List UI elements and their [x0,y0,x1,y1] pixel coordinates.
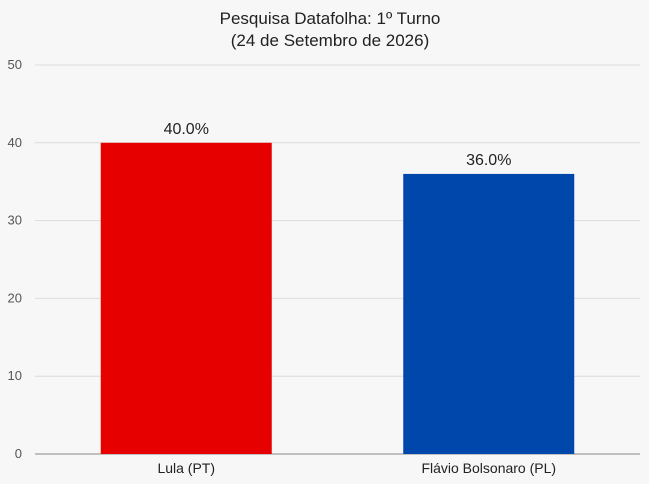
bar-1 [403,173,575,455]
y-tick-label: 40 [8,135,22,150]
y-tick-label: 0 [15,446,22,461]
y-tick-label: 20 [8,290,22,305]
y-tick-label: 30 [8,213,22,228]
chart-subtitle: (24 de Setembro de 2026) [231,31,429,50]
y-tick-label: 50 [8,57,22,72]
bar-0 [100,142,272,455]
data-label-0: 40.0% [164,121,209,138]
y-tick-label: 10 [8,368,22,383]
data-label-1: 36.0% [466,152,511,169]
y-axis-ticks: 0 10 20 30 40 50 [8,57,22,461]
chart-title: Pesquisa Datafolha: 1º Turno [220,9,441,28]
data-labels: 40.0% 36.0% [164,121,512,169]
bars [100,142,575,455]
category-label-1: Flávio Bolsonaro (PL) [421,460,556,476]
category-label-0: Lula (PT) [157,460,215,476]
x-axis-categories: Lula (PT) Flávio Bolsonaro (PL) [157,460,556,476]
